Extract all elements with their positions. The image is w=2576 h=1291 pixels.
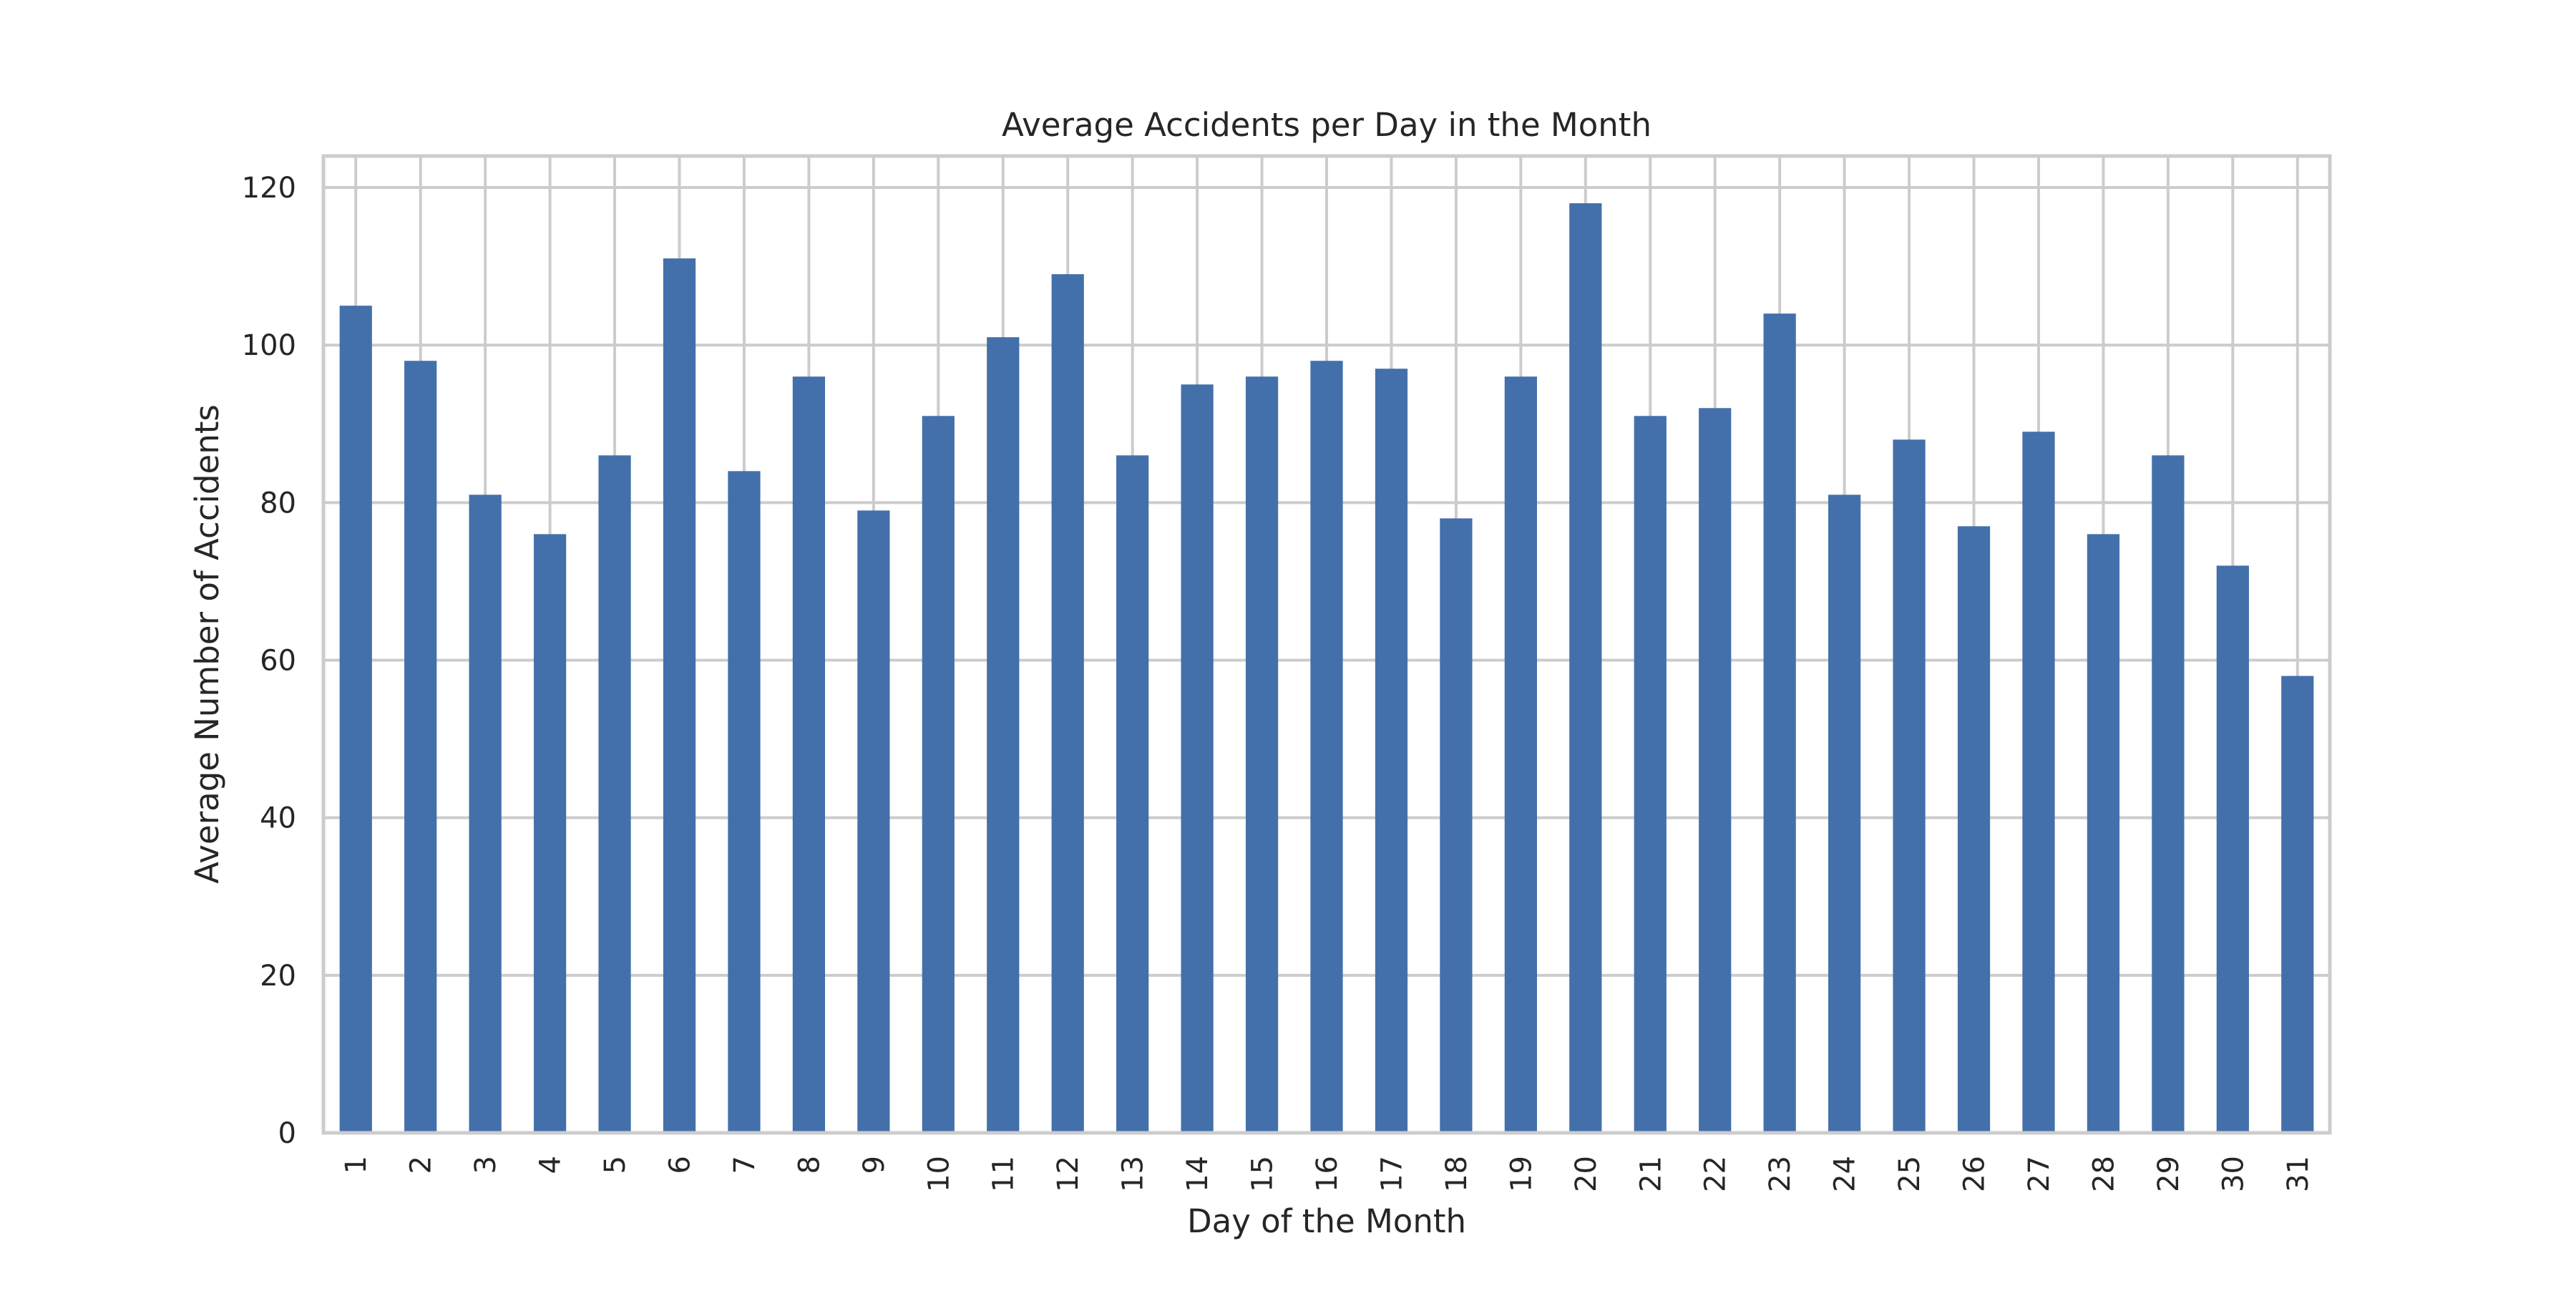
bars [339, 203, 2314, 1134]
x-tick-label: 5 [599, 1156, 632, 1174]
x-tick-label: 31 [2282, 1156, 2315, 1192]
x-tick-label: 24 [1829, 1156, 1862, 1192]
bar-day-17 [1375, 369, 1408, 1133]
x-axis-label: Day of the Month [1187, 1202, 1466, 1240]
x-tick-label: 29 [2152, 1156, 2185, 1192]
bar-day-30 [2216, 565, 2249, 1133]
y-axis-label: Average Number of Accidents [188, 404, 226, 884]
bar-day-24 [1828, 495, 1861, 1133]
chart-title: Average Accidents per Day in the Month [1002, 106, 1652, 144]
y-tick-label: 0 [278, 1117, 296, 1150]
bar-day-7 [728, 471, 761, 1133]
bar-day-26 [1957, 526, 1991, 1133]
y-tick-label: 100 [242, 329, 296, 362]
x-tick-label: 3 [469, 1156, 502, 1174]
bar-day-23 [1763, 313, 1796, 1134]
x-tick-labels: 1 2 3 4 5 6 7 8 9 10 11 12 13 14 15 16 17 18 19 20 21 22 23 24 2… [340, 1156, 2315, 1192]
bar-day-22 [1699, 408, 1732, 1133]
bar-day-28 [2087, 534, 2120, 1133]
x-tick-label: 8 [793, 1156, 826, 1174]
x-tick-label: 25 [1893, 1156, 1926, 1192]
x-tick-label: 14 [1181, 1156, 1214, 1192]
y-tick-label: 80 [260, 487, 296, 520]
x-tick-label: 12 [1052, 1156, 1085, 1192]
x-tick-label: 2 [405, 1156, 438, 1174]
bar-day-16 [1310, 361, 1343, 1133]
x-tick-label: 9 [858, 1156, 891, 1174]
bar-day-6 [663, 258, 696, 1133]
bar-day-8 [792, 376, 825, 1133]
bar-day-21 [1634, 416, 1667, 1133]
x-tick-label: 23 [1764, 1156, 1797, 1192]
x-tick-label: 18 [1440, 1156, 1473, 1192]
x-tick-label: 27 [2023, 1156, 2056, 1192]
bar-day-29 [2152, 455, 2185, 1133]
x-tick-label: 10 [922, 1156, 955, 1192]
x-tick-label: 26 [1958, 1156, 1991, 1192]
bar-day-1 [339, 306, 372, 1134]
bar-day-19 [1504, 376, 1537, 1133]
y-tick-label: 120 [242, 172, 296, 205]
bar-day-13 [1116, 455, 1149, 1133]
x-tick-label: 28 [2087, 1156, 2120, 1192]
x-tick-label: 7 [728, 1156, 761, 1174]
bar-day-27 [2022, 432, 2055, 1133]
x-tick-label: 16 [1311, 1156, 1344, 1192]
x-tick-label: 13 [1117, 1156, 1150, 1192]
x-tick-label: 11 [987, 1156, 1020, 1192]
plot-frame [321, 154, 2332, 1135]
bar-day-4 [533, 534, 567, 1133]
bar-day-2 [404, 361, 437, 1133]
x-tick-label: 17 [1375, 1156, 1408, 1192]
bar-day-15 [1245, 376, 1279, 1133]
bar-day-11 [987, 337, 1020, 1133]
x-tick-label: 30 [2217, 1156, 2250, 1192]
bar-day-3 [469, 495, 502, 1133]
x-tick-label: 20 [1570, 1156, 1603, 1192]
bar-day-14 [1181, 384, 1214, 1133]
bar-day-20 [1569, 203, 1602, 1134]
bar-day-5 [598, 455, 631, 1133]
bar-day-18 [1440, 518, 1473, 1133]
x-tick-label: 4 [535, 1156, 567, 1174]
y-tick-label: 20 [260, 960, 296, 993]
y-tick-label: 60 [260, 645, 296, 678]
x-tick-label: 21 [1634, 1156, 1667, 1192]
x-tick-label: 6 [663, 1156, 696, 1174]
x-tick-label: 19 [1505, 1156, 1538, 1192]
x-tick-label: 22 [1699, 1156, 1732, 1192]
x-tick-label: 15 [1246, 1156, 1279, 1192]
bar-day-25 [1893, 439, 1926, 1133]
y-tick-label: 40 [260, 802, 296, 835]
bar-day-10 [922, 416, 955, 1133]
y-tick-labels: 0 20 40 60 80 100 120 [242, 172, 296, 1150]
bar-day-31 [2281, 676, 2314, 1133]
bar-day-9 [857, 510, 890, 1133]
bar-day-12 [1051, 274, 1084, 1133]
x-tick-label: 1 [340, 1156, 373, 1174]
